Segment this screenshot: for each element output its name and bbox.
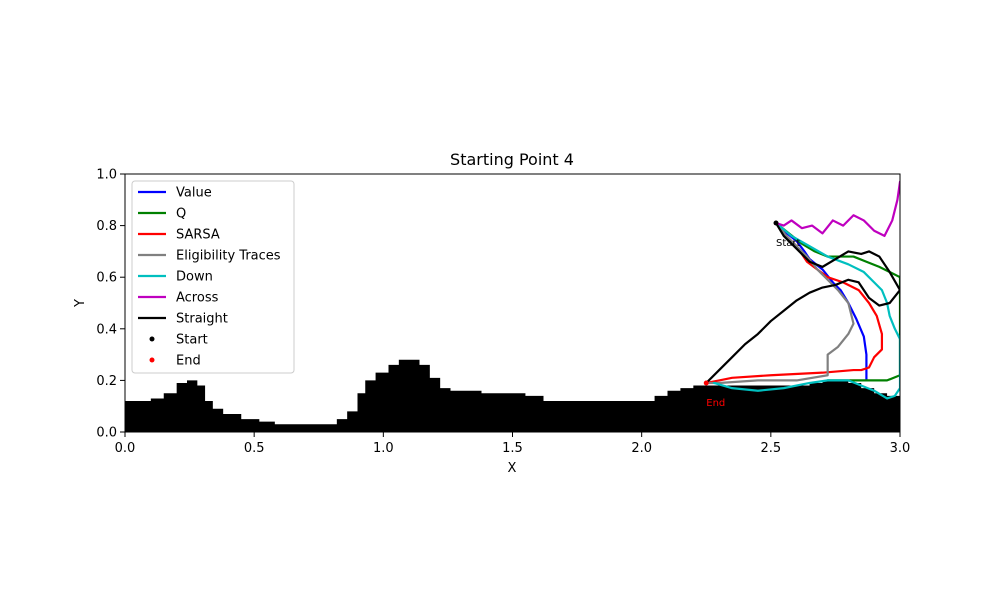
legend-label: Value xyxy=(176,186,212,201)
legend-label: Straight xyxy=(176,312,228,327)
annotation-start: Start xyxy=(776,238,801,249)
y-axis: 0.0 0.2 0.4 0.6 0.8 1.0 xyxy=(96,168,125,441)
x-axis: 0.0 0.5 1.0 1.5 2.0 2.5 3.0 xyxy=(115,432,911,456)
x-tick-label: 3.0 xyxy=(890,441,911,456)
x-tick-label: 2.5 xyxy=(760,441,781,456)
legend-label: SARSA xyxy=(176,228,220,243)
legend-marker xyxy=(149,336,155,342)
legend-marker xyxy=(149,357,155,363)
y-tick-label: 0.6 xyxy=(96,271,117,286)
series-line-eligibility-traces xyxy=(705,221,855,385)
plot-frame xyxy=(124,173,901,433)
series-line-q xyxy=(774,221,900,382)
series-line-straight xyxy=(705,221,900,385)
series-line-across xyxy=(774,180,900,238)
plot-area xyxy=(125,180,900,432)
x-axis-label: X xyxy=(508,461,517,476)
end-point xyxy=(703,380,709,386)
x-tick-label: 1.0 xyxy=(373,441,394,456)
y-axis-label: Y xyxy=(73,299,88,308)
legend-label: Down xyxy=(176,270,213,285)
annotation-end: End xyxy=(706,398,725,409)
x-tick-label: 1.5 xyxy=(502,441,523,456)
series-line-sarsa xyxy=(705,221,884,385)
y-tick-label: 0.2 xyxy=(96,374,117,389)
terrain-area xyxy=(125,359,900,432)
legend: Value Q SARSA Eligibility Traces Down Across S… xyxy=(131,180,295,374)
y-tick-label: 1.0 xyxy=(96,168,117,183)
y-tick-label: 0.4 xyxy=(96,322,117,337)
start-point xyxy=(773,220,779,226)
y-tick-label: 0.8 xyxy=(96,219,117,234)
legend-label: Eligibility Traces xyxy=(176,249,281,264)
series-line-value xyxy=(774,221,868,382)
x-tick-label: 0.0 xyxy=(115,441,136,456)
legend-box xyxy=(131,180,295,374)
x-tick-label: 0.5 xyxy=(244,441,265,456)
series-line-down xyxy=(712,221,900,400)
x-tick-label: 2.0 xyxy=(631,441,652,456)
y-tick-label: 0.0 xyxy=(96,426,117,441)
legend-label: End xyxy=(176,354,201,369)
legend-label: Q xyxy=(176,207,186,222)
chart-title: Starting Point 4 xyxy=(450,150,574,169)
legend-label: Start xyxy=(176,333,208,348)
legend-label: Across xyxy=(176,291,219,306)
